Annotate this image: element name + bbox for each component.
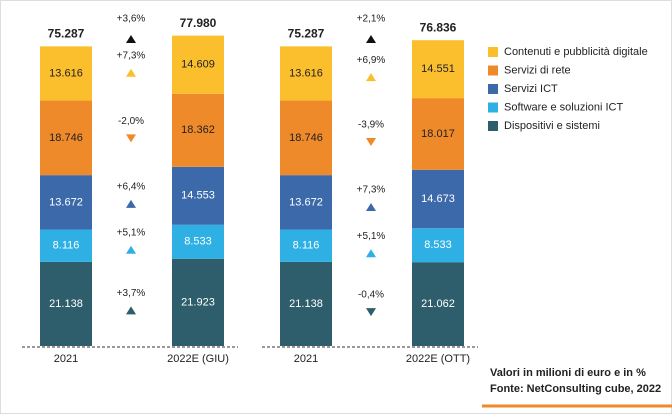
bar-segment — [412, 40, 464, 99]
total-change-label: +2,1% — [357, 14, 386, 25]
bar-segment — [40, 229, 92, 262]
bar-segment — [172, 93, 224, 167]
total-label: 77.980 — [180, 16, 217, 30]
total-label: 75.287 — [288, 27, 325, 41]
change-label: +5,1% — [117, 227, 146, 238]
bar-segment — [280, 46, 332, 101]
value-label: 18.746 — [289, 132, 323, 144]
value-label: 14.609 — [181, 59, 215, 71]
value-label: 8.533 — [424, 239, 452, 251]
bar-segment — [172, 224, 224, 259]
value-label: 18.362 — [181, 124, 215, 136]
bar-segment — [280, 229, 332, 262]
legend-label: Software e soluzioni ICT — [504, 101, 623, 113]
x-tick-label: 2022E (GIU) — [167, 353, 229, 365]
value-label: 21.138 — [289, 298, 323, 310]
note: Valori in milioni di euro e in % — [490, 367, 646, 379]
change-label: +6,4% — [117, 181, 146, 192]
bar-segment — [280, 175, 332, 230]
x-tick-label: 2021 — [294, 353, 318, 365]
change-label: -3,9% — [358, 120, 384, 131]
x-tick-label: 2021 — [54, 353, 78, 365]
change-arrow — [366, 249, 376, 258]
value-label: 8.116 — [293, 240, 320, 252]
change-arrow — [366, 73, 376, 82]
bar-segment — [412, 262, 464, 346]
value-label: 14.673 — [421, 193, 455, 205]
bar-segment — [172, 35, 224, 94]
value-label: 21.062 — [421, 298, 455, 310]
legend-swatch — [488, 102, 498, 113]
value-label: 21.138 — [49, 298, 83, 310]
value-label: 13.672 — [49, 196, 83, 208]
change-arrow — [126, 68, 136, 77]
bar-segment — [172, 258, 224, 346]
value-label: 13.616 — [49, 67, 83, 79]
bar-segment — [412, 228, 464, 263]
bar-segment — [412, 169, 464, 229]
value-label: 13.672 — [289, 196, 323, 208]
change-label: +7,3% — [357, 185, 386, 196]
legend-swatch — [488, 65, 498, 76]
value-label: 14.551 — [421, 63, 455, 75]
total-change-label: +3,6% — [117, 14, 146, 25]
bar-segment — [40, 261, 92, 346]
change-arrow — [126, 245, 136, 254]
legend-label: Contenuti e pubblicità digitale — [504, 46, 648, 58]
value-label: 18.746 — [49, 132, 83, 144]
total-label: 75.287 — [48, 27, 85, 41]
bar-segment — [412, 98, 464, 170]
x-tick-label: 2022E (OTT) — [406, 353, 470, 365]
legend-swatch — [488, 47, 498, 57]
bar-segment — [280, 100, 332, 176]
value-label: 18.017 — [421, 128, 455, 140]
legend-swatch — [488, 84, 498, 94]
change-arrow — [126, 199, 136, 208]
change-arrow — [366, 137, 376, 146]
value-label: 14.553 — [181, 190, 215, 202]
legend-label: Dispositivi e sistemi — [504, 120, 600, 132]
legend-label: Servizi ICT — [504, 83, 558, 95]
change-arrow — [126, 306, 136, 315]
value-label: 21.923 — [181, 296, 215, 308]
change-label: +5,1% — [357, 231, 386, 242]
value-label: 8.533 — [184, 236, 212, 248]
bar-segment — [280, 261, 332, 346]
change-arrow — [126, 134, 136, 143]
bar-segment — [172, 166, 224, 225]
bar-segment — [40, 100, 92, 176]
total-change-arrow — [126, 35, 136, 43]
note: Fonte: NetConsulting cube, 2022 — [490, 383, 661, 395]
total-label: 76.836 — [420, 20, 457, 34]
legend-swatch — [488, 121, 498, 131]
bar-segment — [40, 46, 92, 101]
change-label: -2,0% — [118, 116, 144, 127]
change-label: +6,9% — [357, 55, 386, 66]
change-arrow — [366, 308, 376, 317]
legend-label: Servizi di rete — [504, 64, 571, 76]
change-label: +3,7% — [117, 288, 146, 299]
value-label: 13.616 — [289, 67, 323, 79]
change-arrow — [366, 203, 376, 212]
change-label: -0,4% — [358, 290, 384, 301]
total-change-arrow — [366, 35, 376, 43]
value-label: 8.116 — [53, 240, 80, 252]
bar-segment — [40, 175, 92, 230]
change-label: +7,3% — [117, 50, 146, 61]
